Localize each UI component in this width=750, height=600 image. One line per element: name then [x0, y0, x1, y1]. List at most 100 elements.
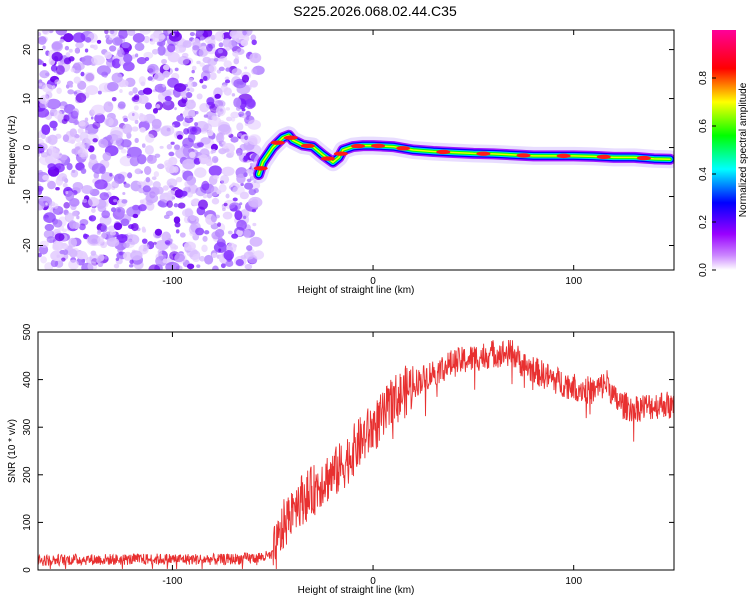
noise-blob: [111, 58, 122, 69]
noise-blob: [160, 125, 175, 136]
noise-blob: [38, 36, 47, 45]
noise-blob: [127, 111, 140, 121]
noise-blob: [189, 87, 195, 93]
trace-peak: [320, 156, 335, 161]
noise-blob: [101, 210, 111, 219]
noise-blob: [213, 174, 219, 180]
noise-blob: [143, 35, 150, 44]
noise-blob: [120, 139, 132, 148]
noise-blob: [134, 42, 145, 52]
noise-blob: [68, 237, 78, 248]
noise-blob: [42, 62, 47, 67]
noise-blob: [66, 162, 73, 171]
noise-blob: [181, 96, 188, 104]
noise-blob: [90, 116, 94, 120]
noise-blob: [97, 236, 104, 244]
noise-blob: [63, 33, 74, 43]
noise-blob: [89, 253, 99, 264]
noise-blob: [230, 111, 240, 119]
spectrogram-ytick-label: -10: [22, 189, 33, 204]
noise-blob: [199, 78, 204, 84]
snr-series: [38, 339, 674, 570]
noise-blob: [109, 172, 113, 177]
noise-blob: [194, 122, 199, 127]
noise-blob: [179, 232, 186, 238]
noise-blob: [128, 91, 134, 96]
noise-blob: [185, 91, 193, 99]
noise-blob: [167, 190, 175, 196]
trace-peak: [516, 153, 531, 158]
noise-blob: [144, 145, 154, 155]
noise-blob: [164, 196, 168, 201]
noise-blob: [113, 263, 120, 269]
spectrogram-xlabel: Height of straight line (km): [298, 285, 415, 296]
noise-blob: [138, 204, 147, 212]
noise-blob: [171, 124, 175, 128]
noise-blob: [81, 55, 95, 66]
noise-blob: [140, 81, 146, 87]
noise-blob: [246, 245, 253, 251]
noise-blob: [236, 229, 244, 237]
noise-blob: [154, 228, 163, 236]
noise-blob: [208, 165, 223, 177]
noise-blob: [115, 257, 120, 262]
noise-blob: [102, 152, 112, 161]
noise-blob: [123, 53, 133, 63]
noise-blob: [151, 176, 157, 181]
snr-ytick-label: 0: [22, 567, 33, 573]
noise-blob: [91, 238, 98, 244]
noise-blob: [182, 94, 187, 99]
noise-blob: [247, 119, 262, 130]
noise-blob: [109, 30, 115, 35]
noise-blob: [182, 158, 196, 170]
noise-blob: [192, 253, 201, 263]
noise-blob: [185, 99, 196, 110]
noise-blob: [133, 94, 140, 100]
noise-blob: [166, 200, 173, 208]
noise-blob: [252, 222, 257, 227]
noise-blob: [98, 138, 109, 148]
noise-blob: [219, 55, 228, 62]
noise-blob: [217, 222, 222, 227]
noise-blob: [63, 202, 70, 209]
noise-blob: [135, 53, 139, 58]
noise-blob: [68, 48, 73, 53]
noise-blob: [199, 255, 206, 262]
noise-blob: [198, 48, 208, 58]
noise-blob: [131, 54, 137, 59]
noise-blob: [99, 215, 112, 226]
noise-blob: [106, 134, 113, 141]
colorbar-gradient: [712, 30, 736, 270]
noise-blob: [122, 192, 126, 196]
noise-blob: [91, 104, 106, 116]
noise-blob: [220, 263, 226, 269]
noise-blob: [105, 34, 110, 39]
noise-blob: [202, 56, 212, 64]
noise-blob: [62, 134, 70, 142]
noise-blob: [225, 46, 230, 52]
noise-blob: [104, 51, 112, 60]
noise-blob: [210, 186, 219, 197]
noise-blob: [145, 176, 151, 183]
noise-blob: [251, 209, 257, 213]
noise-blob: [217, 48, 223, 54]
noise-blob: [240, 182, 244, 187]
noise-blob: [38, 82, 43, 87]
noise-blob: [74, 134, 82, 143]
noise-blob: [41, 30, 51, 35]
noise-blob: [109, 231, 117, 236]
noise-blob: [202, 30, 213, 38]
trace-peak: [253, 166, 268, 171]
noise-blob: [164, 95, 172, 102]
noise-blob: [121, 80, 129, 88]
noise-blob: [186, 263, 195, 270]
noise-blob: [136, 154, 147, 165]
noise-blob: [225, 107, 231, 111]
spectrogram-ytick-label: -20: [22, 238, 33, 253]
noise-blob: [39, 70, 50, 79]
noise-blob: [216, 189, 222, 195]
noise-blob: [176, 134, 183, 140]
noise-blob: [97, 90, 102, 95]
